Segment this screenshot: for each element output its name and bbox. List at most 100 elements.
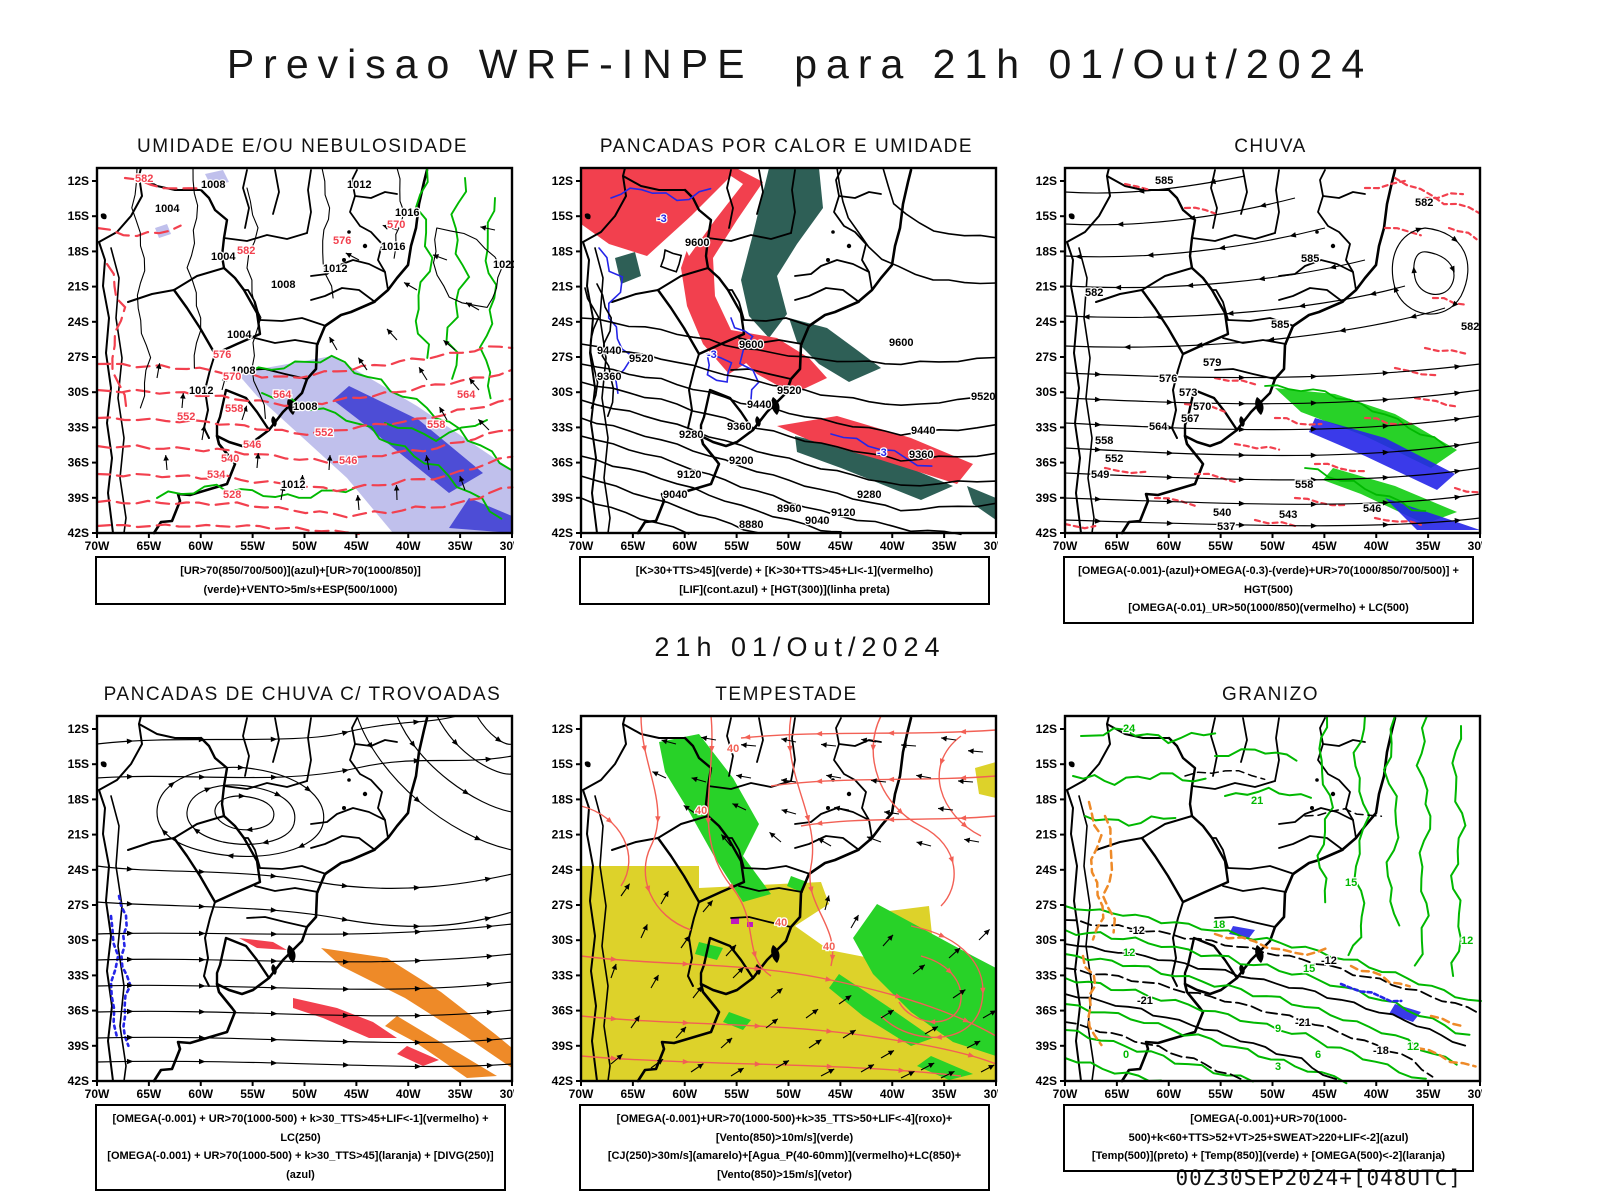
svg-text:33S: 33S [1036, 420, 1057, 434]
svg-text:-18: -18 [1373, 1045, 1389, 1057]
svg-text:35W: 35W [932, 1087, 957, 1101]
svg-text:50W: 50W [1260, 1087, 1285, 1101]
svg-text:9360: 9360 [909, 449, 933, 461]
legend-line: [OMEGA(-0.001)+UR>70(1000-500)+k<60+TTS>… [1128, 1113, 1409, 1144]
svg-text:8880: 8880 [739, 519, 763, 531]
svg-text:9280: 9280 [857, 489, 881, 501]
svg-text:576: 576 [333, 235, 351, 247]
svg-text:18: 18 [1213, 919, 1225, 931]
svg-text:65W: 65W [137, 539, 162, 553]
svg-text:1012: 1012 [189, 385, 213, 397]
svg-text:45W: 45W [344, 1087, 369, 1101]
svg-text:27S: 27S [552, 898, 573, 912]
svg-text:30S: 30S [1036, 385, 1057, 399]
svg-text:27S: 27S [552, 350, 573, 364]
svg-text:564: 564 [273, 389, 292, 401]
svg-text:65W: 65W [621, 539, 646, 553]
weather-map-tempestade: 40 40 40 40 12S 15S 18S 21S 24S 27S 30S 33S 36S 39S 4… [552, 714, 998, 1101]
panel-tempestade: TEMPESTADE 40 40 40 40 12S 15S 18S 21S 24S 27S 30… [546, 682, 998, 1191]
svg-text:40W: 40W [880, 1087, 905, 1101]
svg-text:65W: 65W [137, 1087, 162, 1101]
legend-line: [OMEGA(-0.001) + UR>70(1000-500) + k>30_… [112, 1113, 489, 1144]
svg-text:30W: 30W [984, 539, 998, 553]
legend-line: [OMEGA(-0.001)-(azul)+OMEGA(-0.3)-(verde… [1078, 565, 1459, 596]
svg-text:1016: 1016 [395, 207, 419, 219]
svg-text:21: 21 [1251, 795, 1263, 807]
panel-pancadas-calor: PANCADAS POR CALOR E UMIDADE 9600 9600 960… [546, 134, 998, 606]
legend-box: [K>30+TTS>45](verde) + [K>30+TTS>45+LI<-… [579, 556, 990, 606]
svg-text:9600: 9600 [685, 237, 709, 249]
svg-text:570: 570 [387, 219, 405, 231]
svg-text:36S: 36S [552, 456, 573, 470]
svg-text:45W: 45W [828, 539, 853, 553]
svg-text:585: 585 [1301, 253, 1319, 265]
svg-text:70W: 70W [85, 1087, 110, 1101]
svg-text:9600: 9600 [739, 339, 763, 351]
svg-text:585: 585 [1271, 319, 1289, 331]
svg-text:30W: 30W [500, 1087, 514, 1101]
svg-text:39S: 39S [1036, 1039, 1057, 1053]
svg-text:15S: 15S [552, 209, 573, 223]
panel-title: PANCADAS DE CHUVA C/ TROVOADAS [103, 684, 502, 705]
svg-text:40: 40 [695, 805, 707, 817]
svg-text:42S: 42S [68, 526, 89, 540]
svg-text:1012: 1012 [347, 179, 371, 191]
svg-text:18S: 18S [68, 792, 89, 806]
svg-text:9440: 9440 [597, 345, 621, 357]
svg-text:27S: 27S [68, 898, 89, 912]
svg-text:36S: 36S [1036, 456, 1057, 470]
svg-text:24S: 24S [552, 315, 573, 329]
svg-text:24S: 24S [68, 863, 89, 877]
legend-box: [OMEGA(-0.001)+UR>70(1000-500)+k>35_TTS>… [579, 1104, 990, 1191]
svg-text:540: 540 [1213, 507, 1231, 519]
svg-text:1012: 1012 [323, 263, 347, 275]
svg-text:55W: 55W [724, 539, 749, 553]
svg-text:70W: 70W [1053, 1087, 1078, 1101]
svg-text:9: 9 [1275, 1023, 1281, 1035]
svg-text:12S: 12S [552, 174, 573, 188]
svg-text:30S: 30S [552, 933, 573, 947]
svg-text:537: 537 [1217, 521, 1235, 533]
weather-map-chuva: 5855855855825825825795765735705675645585… [1036, 166, 1482, 553]
svg-text:70W: 70W [1053, 539, 1078, 553]
legend-line: [CJ(250)>30m/s](amarelo)+[Agua_P(40-60mm… [607, 1150, 962, 1182]
svg-text:-3: -3 [877, 447, 887, 459]
svg-text:50W: 50W [292, 1087, 317, 1101]
svg-text:9200: 9200 [729, 455, 753, 467]
svg-text:30W: 30W [1468, 539, 1482, 553]
page-title: Previsao WRF-INPE para 21h 01/Out/2024 [226, 41, 1374, 88]
svg-text:552: 552 [315, 427, 333, 439]
svg-text:60W: 60W [672, 539, 697, 553]
svg-text:552: 552 [1105, 453, 1123, 465]
svg-text:558: 558 [1295, 479, 1313, 491]
svg-text:70W: 70W [85, 539, 110, 553]
svg-text:-12: -12 [1129, 925, 1145, 937]
svg-text:12S: 12S [1036, 722, 1057, 736]
svg-text:60W: 60W [1156, 1087, 1181, 1101]
svg-text:33S: 33S [552, 420, 573, 434]
legend-box: [UR>70(850/700/500)](azul)+[UR>70(1000/8… [95, 556, 506, 606]
svg-text:9120: 9120 [677, 469, 701, 481]
svg-text:55W: 55W [724, 1087, 749, 1101]
svg-text:24S: 24S [552, 863, 573, 877]
svg-text:12: 12 [1123, 947, 1135, 959]
svg-text:55W: 55W [1208, 1087, 1233, 1101]
svg-text:9440: 9440 [911, 425, 935, 437]
svg-text:570: 570 [1193, 401, 1211, 413]
svg-text:36S: 36S [552, 1004, 573, 1018]
svg-text:0: 0 [1123, 1049, 1129, 1061]
svg-text:582: 582 [1461, 321, 1479, 333]
svg-text:540: 540 [221, 453, 239, 465]
svg-text:42S: 42S [68, 1074, 89, 1088]
svg-text:35W: 35W [932, 539, 957, 553]
svg-text:9440: 9440 [747, 399, 771, 411]
svg-text:33S: 33S [68, 968, 89, 982]
svg-text:1008: 1008 [231, 365, 255, 377]
model-run-timestamp: 00Z30SEP2024+[048UTC] [1175, 1166, 1462, 1190]
svg-text:24S: 24S [1036, 863, 1057, 877]
svg-text:30W: 30W [500, 539, 514, 553]
svg-text:9040: 9040 [663, 489, 687, 501]
svg-text:15: 15 [1345, 877, 1357, 889]
svg-text:582: 582 [135, 173, 153, 185]
